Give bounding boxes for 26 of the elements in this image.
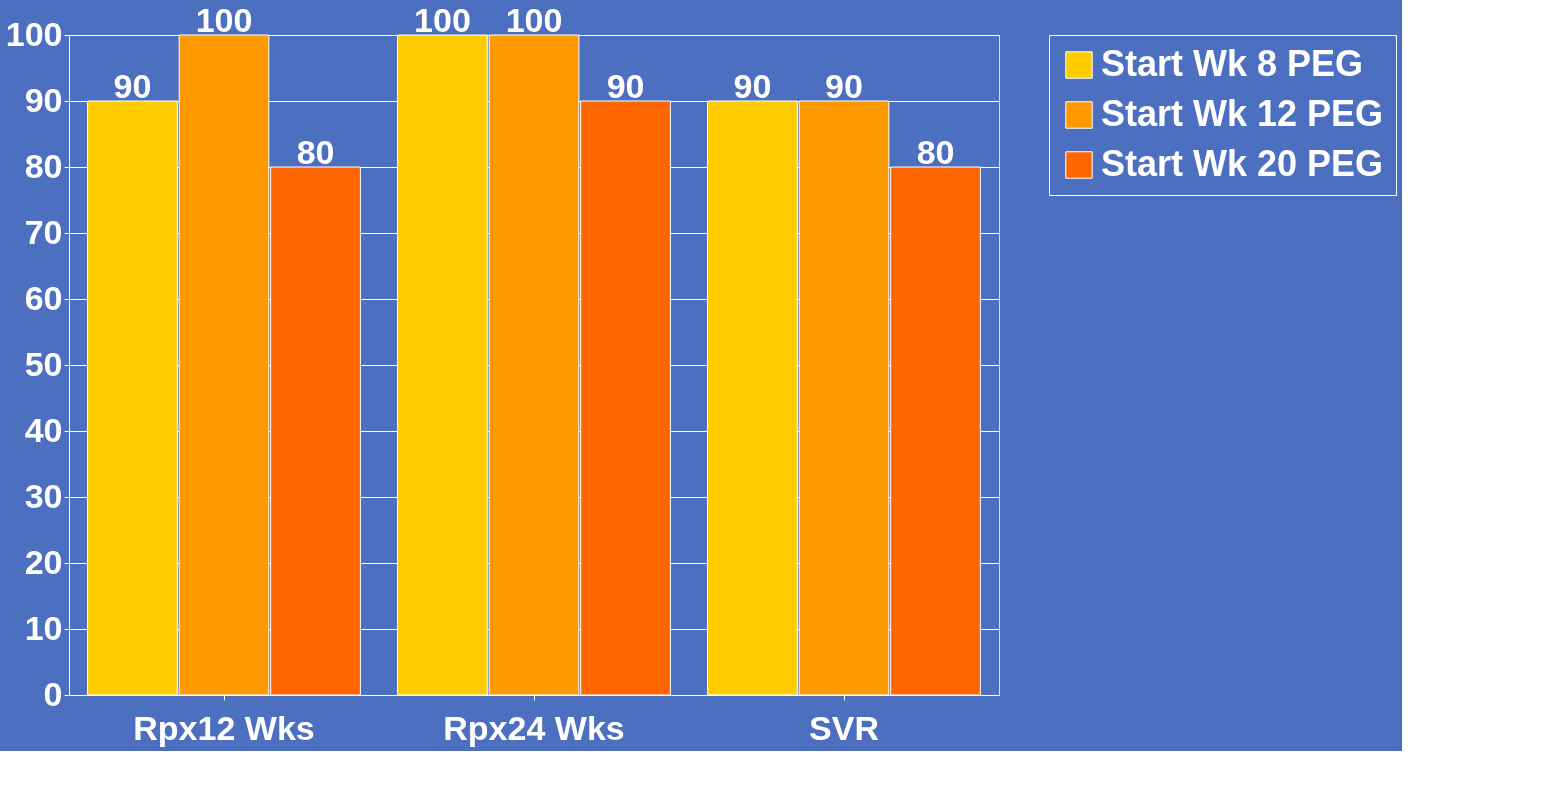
y-tick-label: 80 bbox=[24, 146, 63, 185]
y-tick-label: 20 bbox=[24, 542, 63, 581]
y-tick-label: 10 bbox=[24, 608, 63, 647]
data-label: 100 bbox=[195, 1, 253, 39]
data-label: 80 bbox=[916, 133, 955, 171]
data-label: 100 bbox=[505, 1, 563, 39]
y-tick-label: 0 bbox=[43, 674, 63, 713]
y-tick-label: 30 bbox=[24, 476, 63, 515]
y-tick-label: 90 bbox=[24, 80, 63, 119]
y-tick-label: 70 bbox=[24, 212, 63, 251]
x-tick-label: Rpx24 Wks bbox=[443, 708, 625, 747]
data-label: 90 bbox=[113, 67, 152, 105]
y-tick-label: 60 bbox=[24, 278, 63, 317]
x-tick-label: SVR bbox=[809, 708, 879, 747]
legend-label: Start Wk 12 PEG bbox=[1101, 93, 1384, 134]
data-label: 90 bbox=[733, 67, 772, 105]
data-label: 90 bbox=[606, 67, 645, 105]
data-label: 80 bbox=[296, 133, 335, 171]
data-label: 90 bbox=[825, 67, 863, 105]
legend-label: Start Wk 20 PEG bbox=[1101, 143, 1384, 184]
y-tick-label: 40 bbox=[24, 410, 63, 449]
data-label: 100 bbox=[414, 1, 471, 39]
legend-label: Start Wk 8 PEG bbox=[1101, 43, 1364, 84]
x-tick-label: Rpx12 Wks bbox=[133, 708, 315, 747]
y-tick-label: 100 bbox=[5, 14, 63, 53]
y-tick-label: 50 bbox=[24, 344, 63, 383]
